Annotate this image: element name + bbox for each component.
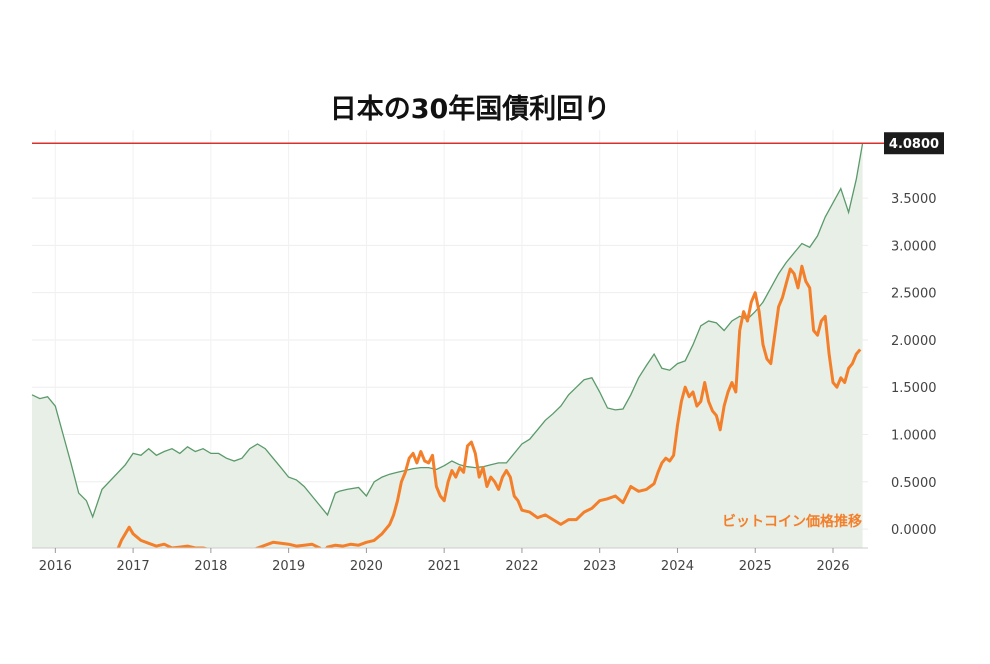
last-value-badge-bg [884,132,944,155]
x-tick-label: 2023 [583,559,616,574]
y-tick-label: 1.5000 [891,381,937,396]
last-value-badge: 4.0800 [884,132,944,155]
bitcoin-series [116,264,862,548]
yield-area [32,143,863,548]
y-axis: 0.0000 0.5000 1.0000 1.5000 2.0000 2.5000 3.00… [891,192,937,538]
y-tick-label: 2.5000 [891,287,937,302]
x-tick-label: 2016 [39,559,72,574]
y-tick-label: 2.0000 [891,334,937,349]
y-tick-label: 0.0000 [891,523,937,538]
y-tick-label: 3.0000 [891,239,937,254]
y-tick-label: 3.5000 [891,192,937,207]
bitcoin-line [116,264,862,548]
last-value-label: 4.0800 [889,137,939,152]
x-tick-label: 2024 [661,559,694,574]
yield-line [31,143,864,519]
yield-series [31,143,864,548]
x-tick-label: 2022 [505,559,538,574]
x-axis: 2016 2017 2018 2019 2020 2021 2022 2023 2024 2025… [32,547,868,574]
x-tick-label: 2019 [272,559,305,574]
x-tick-label: 2025 [739,559,772,574]
y-tick-label: 1.0000 [891,429,937,444]
x-tick-label: 2018 [194,559,227,574]
bitcoin-annotation: ビットコイン価格推移 [722,513,862,530]
y-tick-label: 0.5000 [891,476,937,491]
x-tick-label: 2017 [117,559,150,574]
x-tick-label: 2026 [816,559,849,574]
x-tick-label: 2021 [428,559,461,574]
chart-title: 日本の30年国債利回り [330,93,611,125]
x-tick-label: 2020 [350,559,383,574]
